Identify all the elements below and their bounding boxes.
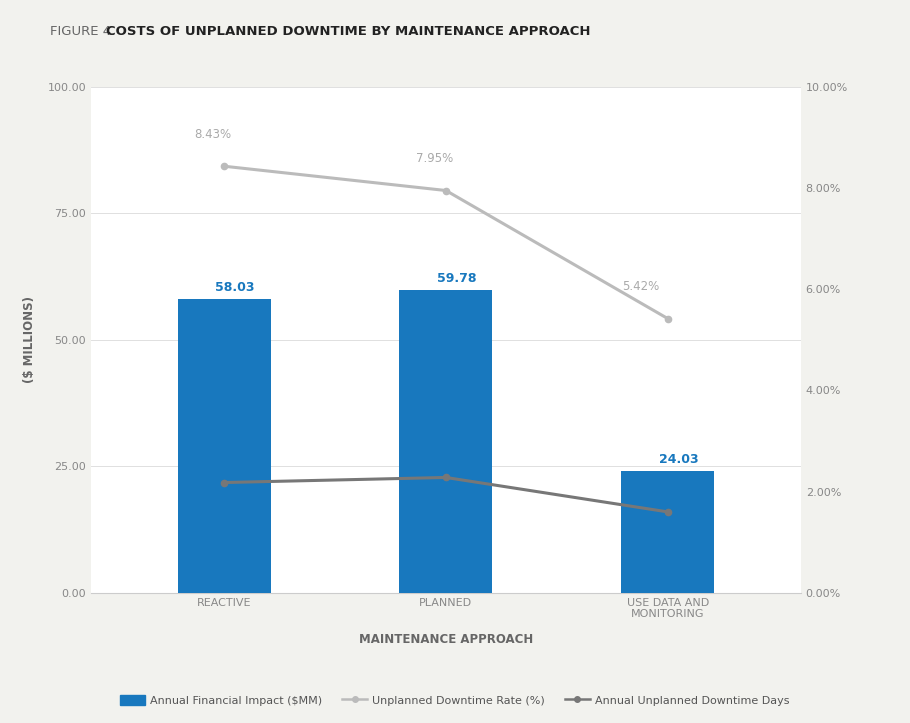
Text: 7.95%: 7.95% [416, 153, 453, 166]
Text: 24.03: 24.03 [659, 453, 699, 466]
Text: 8.43%: 8.43% [195, 128, 231, 141]
Y-axis label: ($ MILLIONS): ($ MILLIONS) [24, 296, 36, 383]
Text: COSTS OF UNPLANNED DOWNTIME BY MAINTENANCE APPROACH: COSTS OF UNPLANNED DOWNTIME BY MAINTENAN… [106, 25, 591, 38]
Text: 5.42%: 5.42% [622, 281, 660, 294]
Bar [399, 291, 492, 593]
Text: 58.03: 58.03 [216, 281, 255, 294]
X-axis label: MAINTENANCE APPROACH: MAINTENANCE APPROACH [359, 633, 533, 646]
Legend: Annual Financial Impact ($MM), Unplanned Downtime Rate (%), Annual Unplanned Dow: Annual Financial Impact ($MM), Unplanned… [116, 690, 794, 710]
Bar [622, 471, 714, 593]
Bar [177, 299, 270, 593]
Text: FIGURE 4.: FIGURE 4. [50, 25, 119, 38]
Text: 59.78: 59.78 [437, 273, 477, 286]
